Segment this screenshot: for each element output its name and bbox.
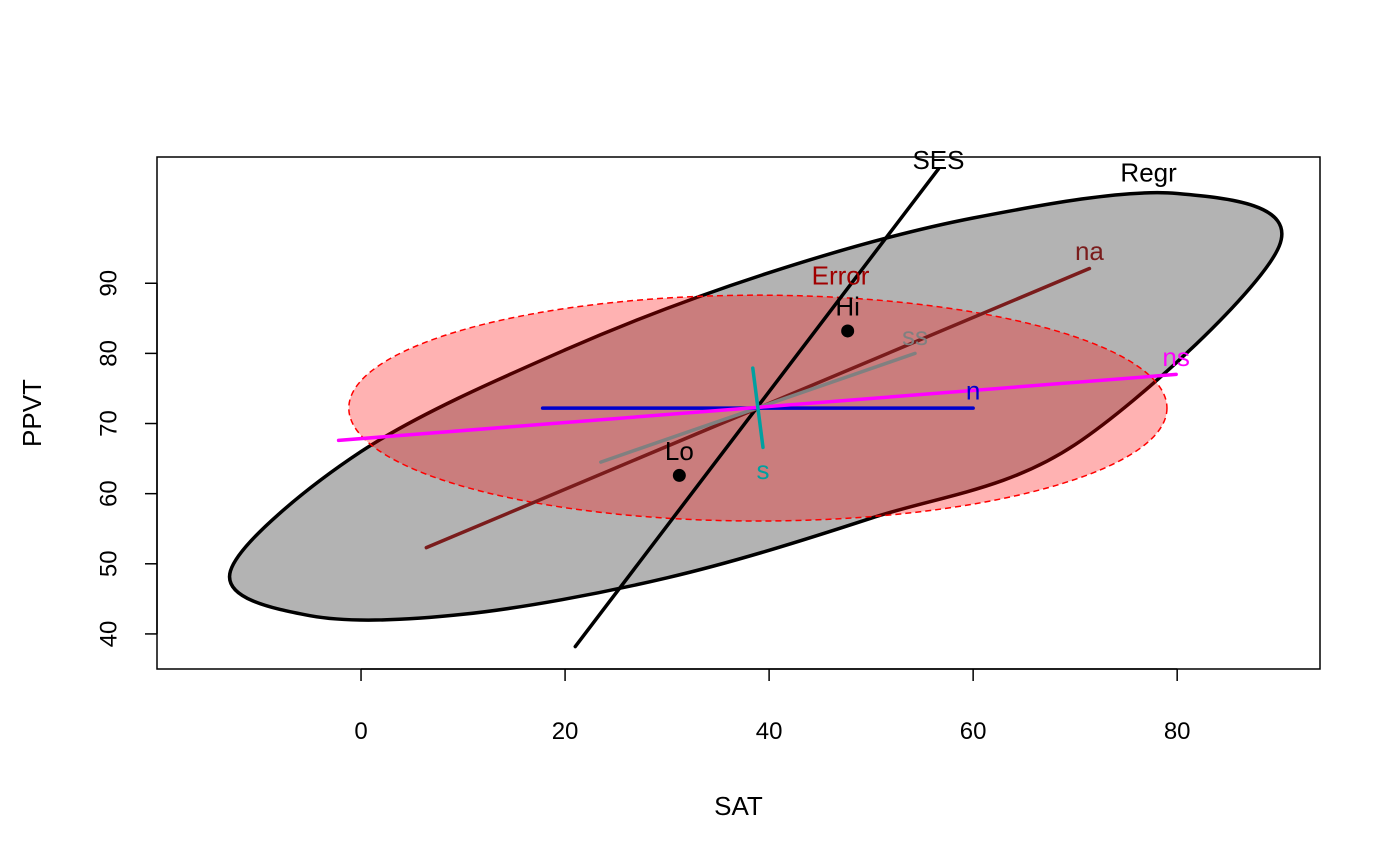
label-s: s bbox=[756, 455, 769, 485]
point-hi bbox=[841, 324, 855, 338]
data-points bbox=[672, 324, 855, 482]
label-lo: Lo bbox=[665, 436, 694, 466]
label-na: na bbox=[1075, 236, 1104, 266]
label-ss: ss bbox=[902, 321, 928, 351]
point-lo bbox=[672, 468, 686, 482]
y-axis: 40 50 60 70 80 90 bbox=[95, 270, 158, 648]
x-tick-label: 40 bbox=[756, 718, 783, 745]
label-regr: Regr bbox=[1120, 158, 1177, 188]
y-tick-label: 40 bbox=[95, 621, 122, 648]
y-tick-label: 60 bbox=[95, 480, 122, 507]
y-tick-label: 70 bbox=[95, 410, 122, 437]
x-axis-title: SAT bbox=[714, 791, 763, 821]
label-error: Error bbox=[812, 261, 870, 291]
x-tick-label: 20 bbox=[552, 718, 579, 745]
label-hi: Hi bbox=[835, 292, 860, 322]
y-tick-label: 80 bbox=[95, 340, 122, 367]
y-axis-title: PPVT bbox=[17, 379, 47, 447]
hypothesis-line-s bbox=[751, 366, 765, 450]
label-n: n bbox=[966, 376, 980, 406]
x-tick-label: 0 bbox=[354, 718, 367, 745]
x-tick-label: 60 bbox=[960, 718, 987, 745]
hypothesis-lines bbox=[336, 167, 1178, 649]
label-ses: SES bbox=[912, 145, 964, 175]
y-tick-label: 50 bbox=[95, 550, 122, 577]
y-tick-label: 90 bbox=[95, 270, 122, 297]
x-axis: 0 20 40 60 80 bbox=[354, 668, 1191, 745]
x-tick-label: 80 bbox=[1164, 718, 1191, 745]
label-ns: ns bbox=[1162, 342, 1189, 372]
